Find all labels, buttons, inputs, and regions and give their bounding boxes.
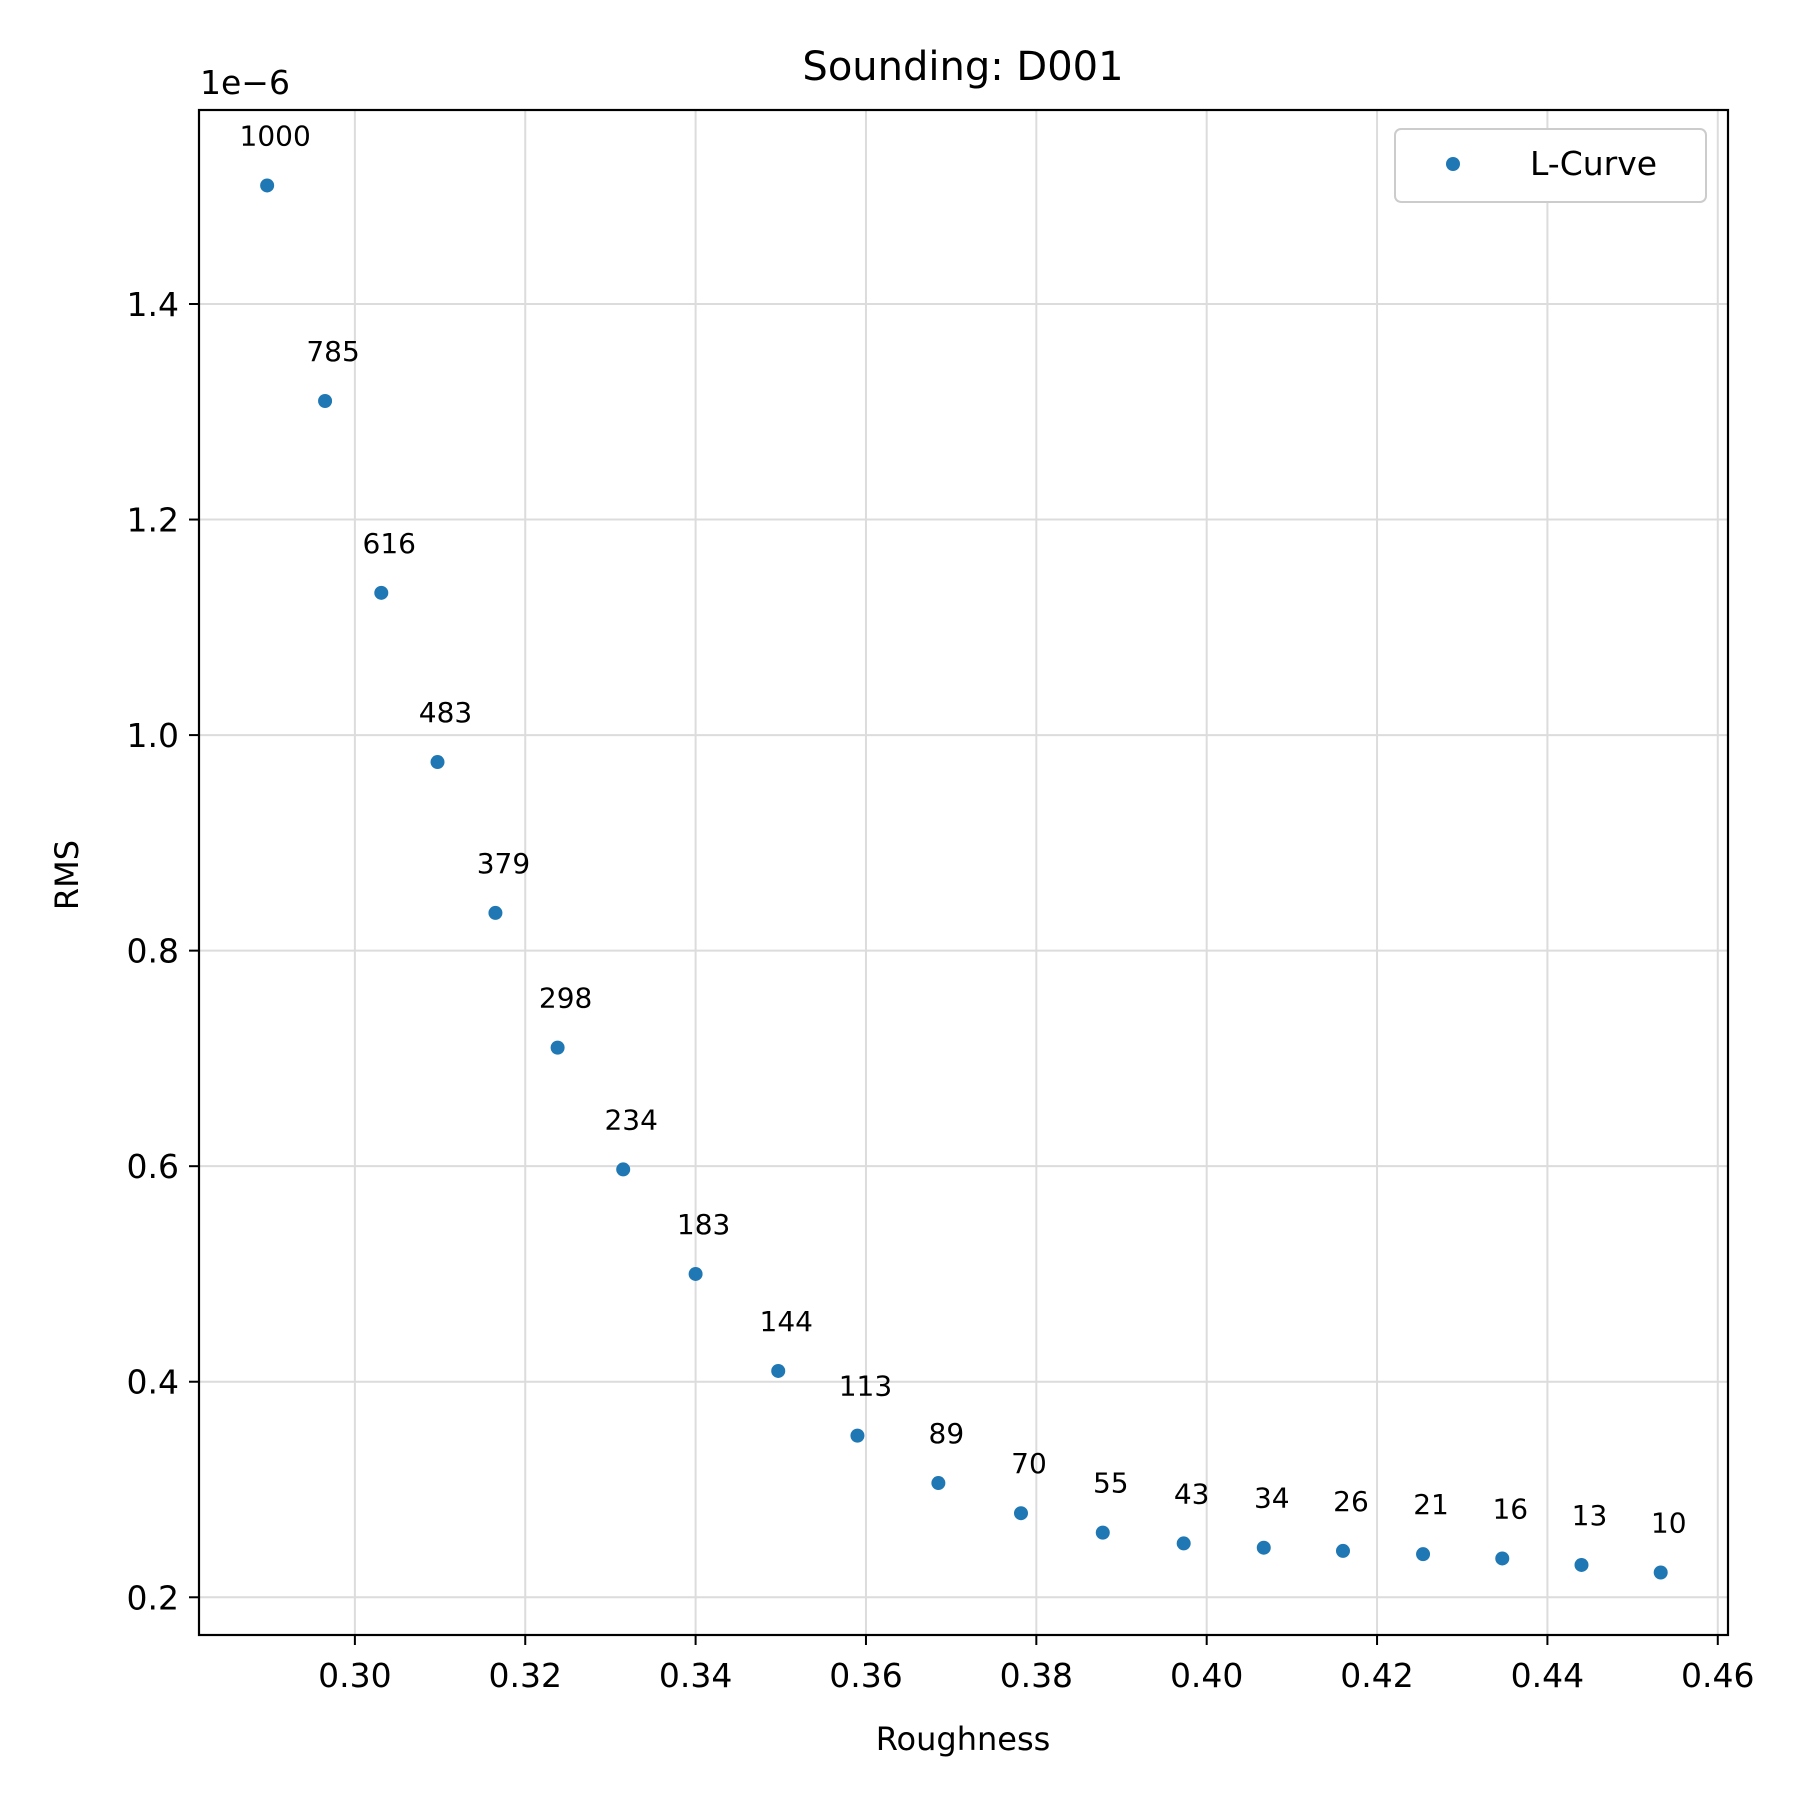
plot-frame bbox=[197, 108, 1730, 1637]
data-point bbox=[550, 1040, 565, 1055]
y-axis-label: RMS bbox=[48, 840, 86, 910]
data-point-label: 144 bbox=[760, 1305, 813, 1338]
axis-ticks: 0.30 0.32 0.34 0.36 0.38 0.40 0.42 0.44 0.46 0.2 0… bbox=[127, 285, 1755, 1695]
data-point bbox=[1095, 1525, 1110, 1540]
y-tick-label: 0.8 bbox=[127, 932, 179, 971]
data-point bbox=[1335, 1543, 1350, 1558]
data-point-label: 183 bbox=[677, 1208, 730, 1241]
data-point bbox=[688, 1266, 703, 1281]
data-point-label: 89 bbox=[929, 1417, 965, 1450]
data-point-label: 13 bbox=[1572, 1499, 1608, 1532]
data-point-label: 26 bbox=[1333, 1485, 1369, 1518]
data-point-label: 16 bbox=[1492, 1492, 1528, 1525]
data-point bbox=[850, 1428, 865, 1443]
chart-title: Sounding: D001 bbox=[802, 44, 1123, 90]
x-tick-label: 0.30 bbox=[318, 1656, 391, 1695]
data-point-label: 379 bbox=[477, 847, 530, 880]
legend-label: L-Curve bbox=[1530, 144, 1657, 183]
x-tick-label: 0.40 bbox=[1170, 1656, 1243, 1695]
legend: L-Curve bbox=[1394, 128, 1707, 203]
data-point-label: 43 bbox=[1174, 1477, 1210, 1510]
data-point-label: 298 bbox=[539, 982, 592, 1015]
data-point bbox=[771, 1363, 786, 1378]
y-tick-label: 1.2 bbox=[127, 501, 179, 540]
y-tick-label: 1.4 bbox=[127, 285, 179, 324]
y-tick-label: 0.4 bbox=[127, 1363, 179, 1402]
data-point-label: 34 bbox=[1254, 1482, 1290, 1515]
data-point bbox=[488, 905, 503, 920]
data-point bbox=[1256, 1540, 1271, 1555]
y-tick-label: 0.2 bbox=[127, 1578, 179, 1617]
data-point-label: 113 bbox=[839, 1370, 892, 1403]
data-point-label: 785 bbox=[306, 335, 359, 368]
data-point bbox=[260, 178, 275, 193]
x-tick-label: 0.36 bbox=[829, 1656, 902, 1695]
data-point-label: 1000 bbox=[240, 119, 311, 152]
data-point bbox=[1416, 1547, 1431, 1562]
data-labels: 1000 785 616 483 379 298 234 183 144 113 89 70 55 43 3… bbox=[240, 119, 1687, 1539]
x-tick-label: 0.46 bbox=[1681, 1656, 1754, 1695]
data-point-label: 483 bbox=[419, 696, 472, 729]
x-tick-label: 0.44 bbox=[1511, 1656, 1584, 1695]
x-tick-label: 0.38 bbox=[1000, 1656, 1073, 1695]
data-point-label: 70 bbox=[1011, 1447, 1047, 1480]
data-point-label: 234 bbox=[604, 1103, 657, 1136]
y-tick-label: 1.0 bbox=[127, 716, 179, 755]
data-point bbox=[1176, 1536, 1191, 1551]
data-point bbox=[374, 585, 389, 600]
x-tick-label: 0.34 bbox=[659, 1656, 732, 1695]
grid bbox=[199, 110, 1728, 1635]
data-point bbox=[318, 393, 333, 408]
legend-marker bbox=[1446, 157, 1460, 171]
x-tick-label: 0.32 bbox=[489, 1656, 562, 1695]
data-point bbox=[430, 755, 445, 770]
data-point-label: 616 bbox=[363, 527, 416, 560]
data-point bbox=[1574, 1557, 1589, 1572]
data-point-label: 21 bbox=[1413, 1488, 1449, 1521]
data-point-label: 10 bbox=[1651, 1506, 1687, 1539]
x-tick-label: 0.42 bbox=[1340, 1656, 1413, 1695]
data-point bbox=[1495, 1551, 1510, 1566]
data-point bbox=[1653, 1565, 1668, 1580]
data-point bbox=[931, 1476, 946, 1491]
legend-box bbox=[1394, 128, 1707, 203]
data-point bbox=[616, 1162, 631, 1177]
x-axis-label: Roughness bbox=[876, 1720, 1051, 1758]
y-axis-offset-text: 1e−6 bbox=[200, 63, 290, 102]
data-point bbox=[1013, 1506, 1028, 1521]
y-tick-label: 0.6 bbox=[127, 1147, 179, 1186]
data-points bbox=[260, 178, 1668, 1580]
data-point-label: 55 bbox=[1093, 1467, 1129, 1500]
